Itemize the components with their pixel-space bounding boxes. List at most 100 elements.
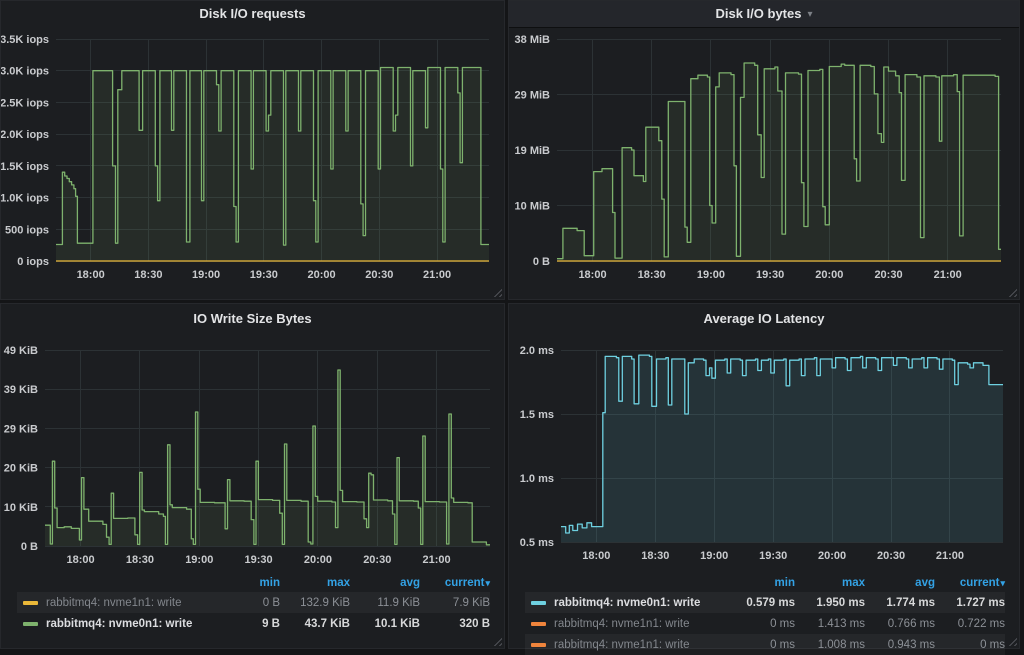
series-label[interactable]: rabbitmq4: nvme0n1: write: [554, 596, 701, 609]
x-axis-tick-label: 20:00: [304, 554, 332, 566]
panel-average-io-latency: Average IO Latency 0.5 ms 1.0 ms 1.5 ms 2.0…: [508, 303, 1020, 655]
chart-canvas[interactable]: 0.5 ms 1.0 ms 1.5 ms 2.0 ms 18:00 18:30 19:00 1…: [509, 334, 1019, 574]
y-axis-tick-label: 2.5K iops: [1, 97, 49, 109]
legend-sort-avg[interactable]: avg: [400, 577, 420, 589]
series-green-line: [45, 369, 490, 546]
series-color-swatch[interactable]: [23, 621, 38, 626]
legend-value-avg: 10.1 KiB: [374, 617, 420, 630]
y-axis-tick-label: 3.5K iops: [1, 34, 49, 46]
chevron-down-icon[interactable]: ▾: [807, 9, 813, 20]
legend-sort-current[interactable]: current▾: [444, 577, 490, 589]
series-teal-line: [561, 354, 1003, 534]
legend-row: rabbitmq4: nvme1n1: write 0 B 132.9 KiB 11.…: [17, 592, 490, 613]
legend-value-max: 1.008 ms: [817, 638, 865, 651]
y-axis-tick-label: 0 iops: [17, 256, 49, 268]
x-axis-tick-label: 19:30: [245, 554, 273, 566]
panel-title[interactable]: Disk I/O bytes: [715, 6, 802, 21]
y-axis-tick-label: 1.0K iops: [1, 193, 49, 205]
y-axis-tick-label: 0 B: [533, 256, 550, 268]
legend-value-max: 43.7 KiB: [304, 617, 350, 630]
y-axis-tick-label: 38 MiB: [515, 34, 551, 46]
legend-value-min: 0 ms: [770, 617, 795, 630]
legend-value-avg: 0.943 ms: [887, 638, 935, 651]
chart-canvas[interactable]: 0 B 10 KiB 20 KiB 29 KiB 39 KiB 49 KiB 18:00 18…: [1, 334, 504, 574]
x-axis-tick-label: 19:30: [250, 269, 278, 281]
x-axis-tick-label: 19:00: [697, 269, 725, 281]
chart-canvas[interactable]: 0 B 10 MiB 19 MiB 29 MiB 38 MiB 18:00 18:30 19:…: [509, 27, 1019, 283]
legend-sort-min[interactable]: min: [774, 577, 795, 589]
panel-title[interactable]: IO Write Size Bytes: [193, 311, 312, 326]
x-axis-tick-label: 19:00: [700, 550, 728, 562]
y-axis-tick-label: 1.5 ms: [520, 409, 554, 421]
x-axis-tick-label: 20:00: [308, 269, 336, 281]
series-label[interactable]: rabbitmq4: nvme1n1: write: [554, 638, 690, 651]
y-axis-tick-label: 0 B: [21, 541, 38, 553]
legend-sort-current[interactable]: current▾: [959, 577, 1005, 589]
y-axis-tick-label: 10 KiB: [4, 502, 38, 514]
legend-row: rabbitmq4: nvme1n1: write 0 ms 1.413 ms 0.7…: [525, 613, 1005, 634]
panel-disk-io-bytes: Disk I/O bytes ▾ 0 B 10 MiB 19 MiB 29 MiB 38 …: [508, 0, 1020, 300]
average-io-latency-chart[interactable]: 0.5 ms 1.0 ms 1.5 ms 2.0 ms 18:00 18:30 19:00 1…: [509, 334, 1019, 574]
legend-row: rabbitmq4: nvme0n1: write 0.579 ms 1.950 m…: [525, 592, 1005, 613]
legend-value-min: 0 B: [262, 596, 280, 609]
resize-handle[interactable]: [1008, 288, 1017, 297]
resize-handle[interactable]: [493, 637, 502, 646]
legend-rows: rabbitmq4: nvme0n1: write 0.579 ms 1.950 m…: [525, 592, 1005, 655]
legend-sort-max[interactable]: max: [326, 577, 350, 589]
panel-header: Disk I/O requests: [1, 1, 504, 27]
legend-sort-max[interactable]: max: [841, 577, 865, 589]
x-axis-tick-label: 19:00: [192, 269, 220, 281]
x-axis-tick-label: 18:30: [638, 269, 666, 281]
series-green-line: [557, 62, 1001, 260]
series-color-swatch[interactable]: [23, 600, 38, 605]
series-label[interactable]: rabbitmq4: nvme0n1: write: [46, 617, 193, 630]
x-axis-tick-label: 18:30: [134, 269, 162, 281]
series-label[interactable]: rabbitmq4: nvme1n1: write: [554, 617, 690, 630]
legend-value-max: 132.9 KiB: [300, 596, 350, 609]
legend-sort-avg[interactable]: avg: [915, 577, 935, 589]
chart-canvas[interactable]: 0 iops 500 iops 1.0K iops 1.5K iops 2.0K iop…: [0, 27, 504, 283]
legend-header: min max avg current▾: [525, 574, 1005, 592]
series-color-swatch[interactable]: [531, 600, 546, 605]
panel-title[interactable]: Disk I/O requests: [199, 6, 306, 21]
series-color-swatch[interactable]: [531, 642, 546, 647]
panel-io-write-size-bytes: IO Write Size Bytes 0 B 10 KiB 20 KiB 29 Ki…: [0, 303, 505, 649]
panel-title[interactable]: Average IO Latency: [703, 311, 825, 326]
series-color-swatch[interactable]: [531, 621, 546, 626]
legend-row: rabbitmq4: nvme1n1: write 0 ms 1.008 ms 0.9…: [525, 634, 1005, 655]
legend-value-current: 320 B: [459, 617, 490, 630]
legend-value-avg: 1.774 ms: [886, 596, 935, 609]
legend-header: min max avg current▾: [17, 574, 490, 592]
series-teal-area: [561, 355, 1003, 542]
x-axis-tick-label: 18:00: [578, 269, 606, 281]
panel-header: Disk I/O bytes ▾: [509, 1, 1019, 27]
legend-value-current: 0.722 ms: [957, 617, 1005, 630]
y-axis-tick-label: 49 KiB: [4, 345, 38, 357]
legend-value-min: 0 ms: [770, 638, 795, 651]
legend-sort-min[interactable]: min: [259, 577, 280, 589]
x-axis-tick-label: 21:00: [936, 550, 964, 562]
disk-io-bytes-chart[interactable]: 0 B 10 MiB 19 MiB 29 MiB 38 MiB 18:00 18:30 19:…: [509, 27, 1019, 283]
legend-value-avg: 0.766 ms: [887, 617, 935, 630]
y-axis-tick-label: 39 KiB: [4, 384, 38, 396]
x-axis-tick-label: 18:30: [641, 550, 669, 562]
y-axis-tick-label: 3.0K iops: [1, 66, 49, 78]
x-axis-tick-label: 21:00: [423, 554, 451, 566]
y-axis-tick-label: 0.5 ms: [520, 537, 554, 549]
panel-header: IO Write Size Bytes: [1, 304, 504, 334]
sort-caret-icon: ▾: [485, 578, 490, 588]
legend-rows: rabbitmq4: nvme1n1: write 0 B 132.9 KiB 11.…: [17, 592, 490, 634]
y-axis-tick-label: 19 MiB: [515, 145, 551, 157]
y-axis-tick-label: 500 iops: [5, 224, 49, 236]
x-axis-tick-label: 20:30: [365, 269, 393, 281]
y-axis-tick-label: 29 MiB: [515, 90, 551, 102]
resize-handle[interactable]: [493, 288, 502, 297]
series-label[interactable]: rabbitmq4: nvme1n1: write: [46, 596, 182, 609]
panel-disk-io-requests: Disk I/O requests 0 iops 500 iops 1.0K iop…: [0, 0, 505, 300]
x-axis-tick-label: 20:00: [815, 269, 843, 281]
disk-io-requests-chart[interactable]: 0 iops 500 iops 1.0K iops 1.5K iops 2.0K iop…: [0, 27, 504, 283]
x-axis-tick-label: 18:30: [126, 554, 154, 566]
io-write-size-chart[interactable]: 0 B 10 KiB 20 KiB 29 KiB 39 KiB 49 KiB 18:00 18…: [1, 334, 504, 574]
x-axis-tick-label: 20:30: [877, 550, 905, 562]
